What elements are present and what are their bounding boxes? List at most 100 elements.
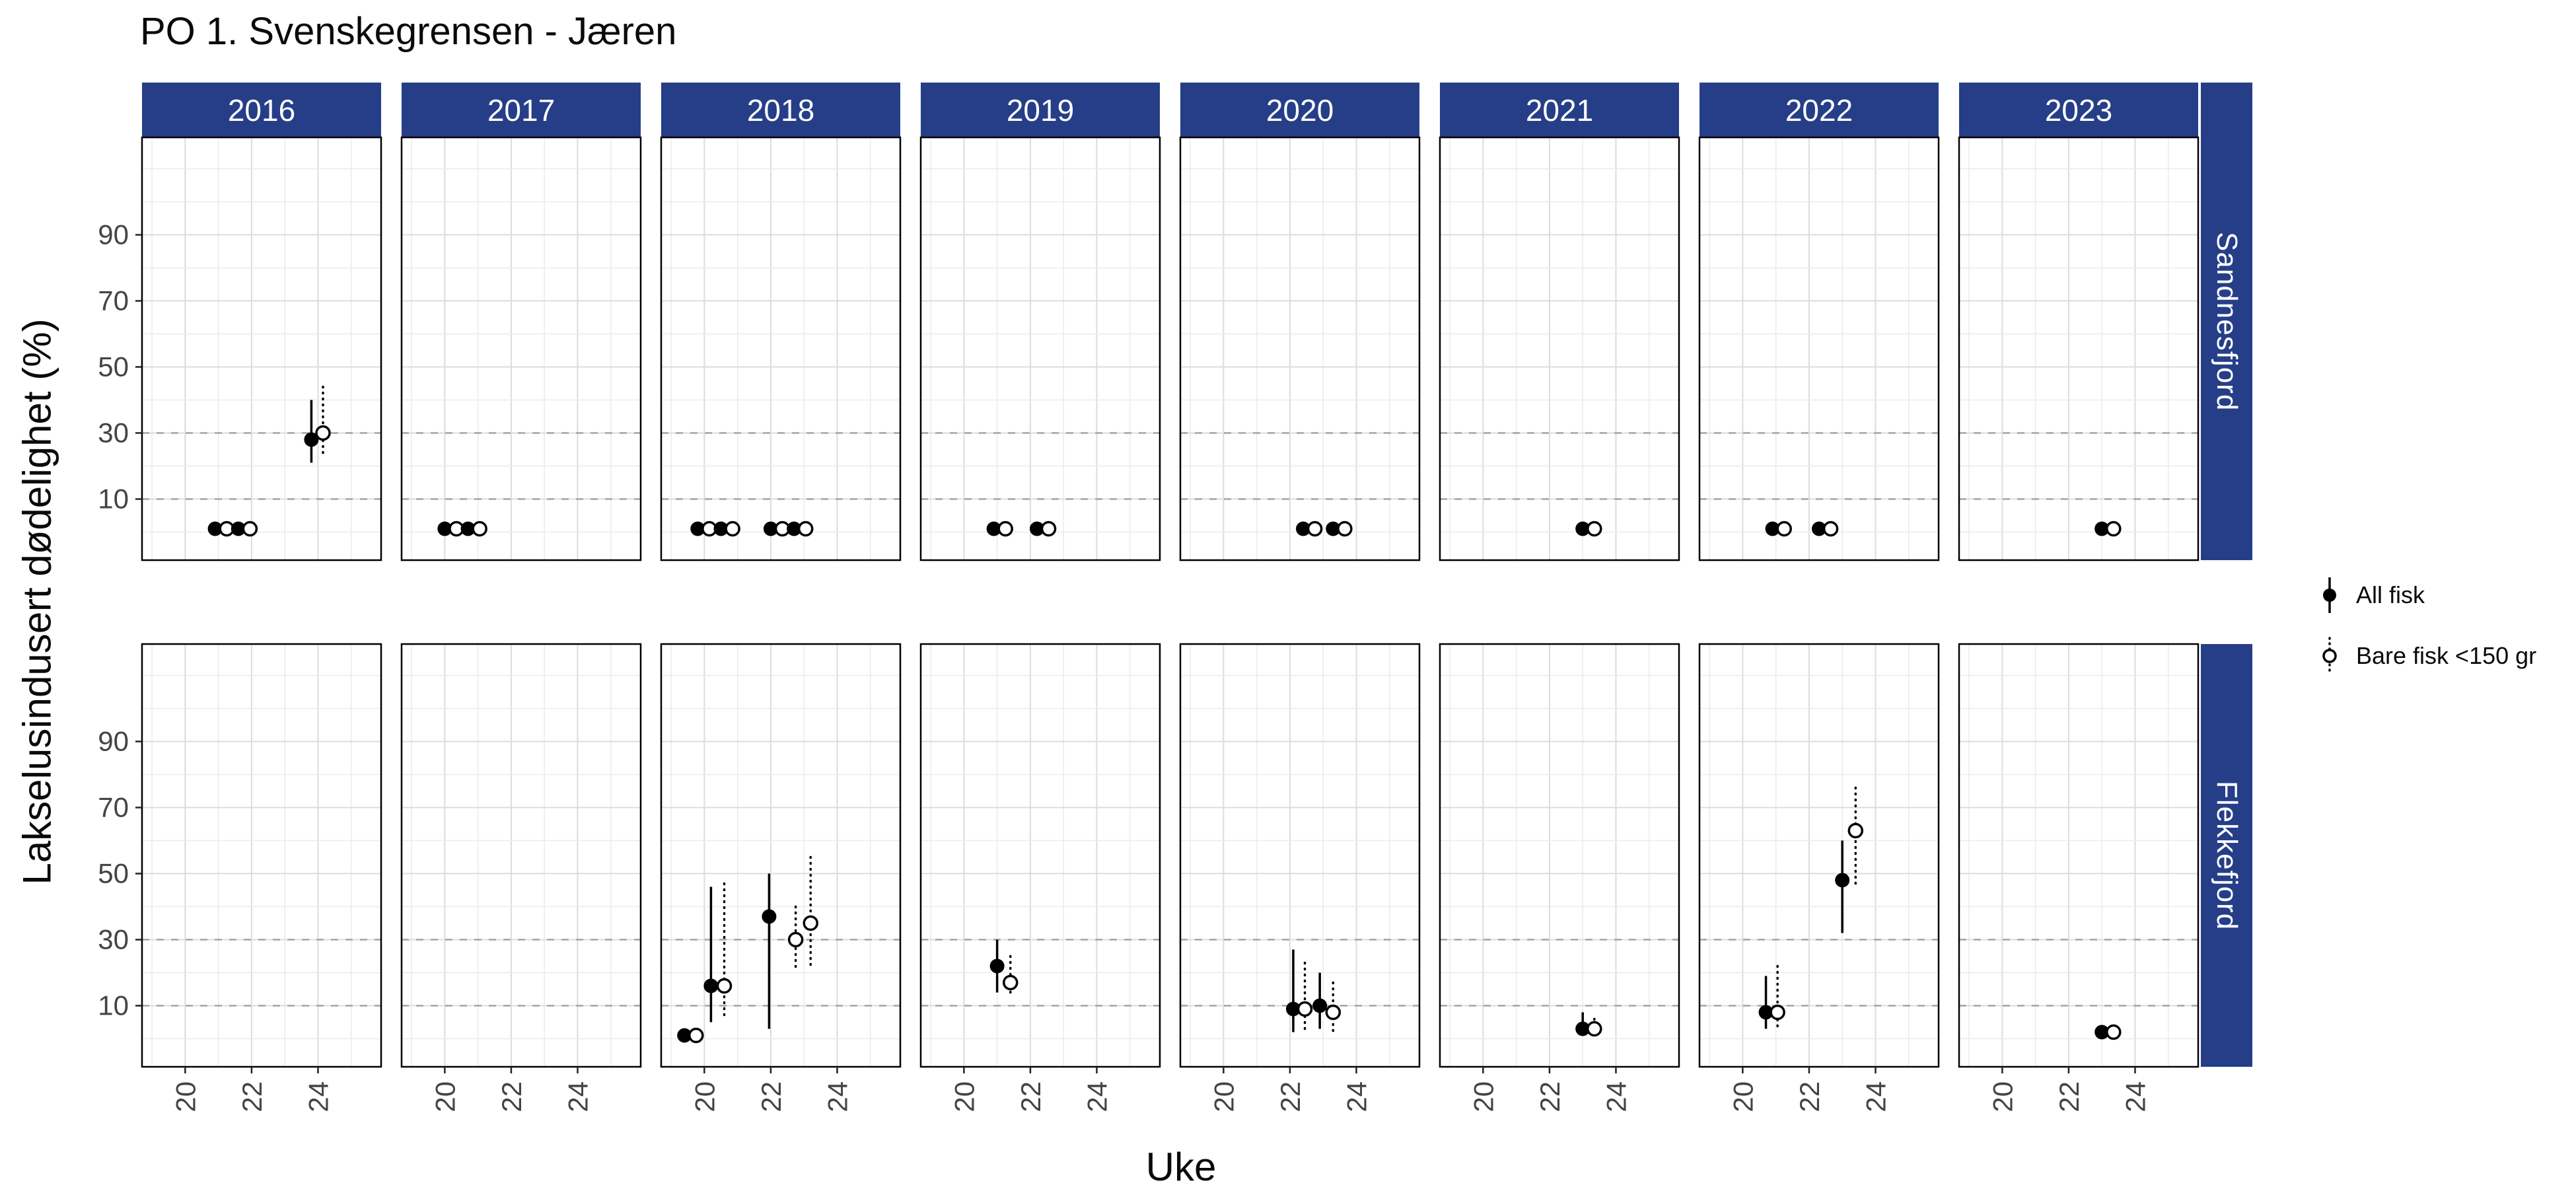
panel-Sandnesfjord-2019 — [919, 136, 1161, 561]
facet-strip-label: 2017 — [487, 92, 555, 127]
x-tick-label: 22 — [1534, 1081, 1565, 1112]
facet-strip-flekkefjord: Flekkefjord — [2201, 644, 2252, 1067]
panel-Sandnesfjord-2022 — [1698, 136, 1940, 561]
facet-strip-2018: 2018 — [661, 83, 900, 137]
pointrange-all — [677, 1028, 692, 1043]
panel-Sandnesfjord-2018 — [660, 136, 902, 561]
pointrange-all — [460, 521, 476, 536]
x-tick-label: 24 — [562, 1081, 593, 1112]
pointrange-small — [2106, 1024, 2122, 1040]
pointrange-small — [242, 521, 258, 537]
facet-strip-sandnesfjord: Sandnesfjord — [2201, 83, 2252, 560]
pointrange-small — [1847, 786, 1864, 885]
pointrange-all — [763, 521, 778, 536]
x-tick-label: 22 — [1275, 1081, 1306, 1112]
pointrange-small — [1003, 955, 1019, 997]
y-tick-label: 10 — [98, 484, 129, 515]
x-tick-label: 20 — [1468, 1081, 1499, 1112]
x-tick-label: 22 — [1015, 1081, 1046, 1112]
panel-Flekkefjord-2020: 20 22 24 — [1179, 643, 1421, 1112]
pointrange-all — [2094, 1025, 2110, 1040]
facet-strip-2022: 2022 — [1699, 83, 1939, 137]
pointrange-all — [1296, 521, 1311, 536]
x-tick-label: 20 — [689, 1081, 720, 1112]
pointrange-all — [304, 400, 319, 463]
legend-label-all-fisk: All fisk — [2356, 581, 2425, 608]
x-tick-label: 22 — [756, 1081, 787, 1112]
x-tick-label: 20 — [1987, 1081, 2018, 1112]
pointrange-small — [315, 385, 331, 454]
facet-strip-label: 2018 — [746, 92, 815, 127]
x-tick-label: 24 — [303, 1081, 334, 1112]
open-pointrange-icon — [2322, 637, 2337, 675]
x-tick-label: 24 — [1081, 1081, 1112, 1112]
x-tick-label: 20 — [170, 1081, 201, 1112]
pointrange-small — [1587, 521, 1602, 537]
pointrange-all — [1812, 521, 1826, 536]
pointrange-small — [1587, 1017, 1602, 1037]
facet-strip-2019: 2019 — [921, 83, 1160, 137]
pointrange-small — [1306, 521, 1323, 537]
pointrange-small — [725, 521, 740, 537]
panel-Sandnesfjord-2020 — [1179, 136, 1421, 561]
y-tick-label: 30 — [98, 924, 129, 955]
pointrange-all — [1312, 972, 1328, 1029]
pointrange-all — [437, 521, 452, 536]
pointrange-all — [2094, 521, 2110, 536]
pointrange-small — [1337, 521, 1353, 537]
facet-strip-2016: 2016 — [142, 83, 381, 137]
facet-strip-label: 2016 — [227, 92, 296, 127]
pointrange-small — [803, 855, 818, 968]
facet-strip-label: 2022 — [1785, 92, 1853, 127]
panel-Flekkefjord-2016: 10 30 50 70 90 20 22 24 — [98, 643, 382, 1112]
pointrange-small — [997, 521, 1013, 537]
panel-Flekkefjord-2023: 20 22 24 — [1958, 643, 2200, 1112]
legend: All fisk Bare fisk <150 gr — [2315, 573, 2536, 678]
pointrange-small — [716, 882, 733, 1021]
pointrange-small — [1297, 961, 1313, 1034]
facet-strip-2021: 2021 — [1440, 83, 1679, 137]
legend-item-all-fisk: All fisk — [2315, 573, 2536, 617]
pointrange-all — [690, 521, 705, 536]
facet-strip-2020: 2020 — [1180, 83, 1419, 137]
y-tick-label: 90 — [98, 219, 129, 250]
y-tick-label: 50 — [98, 351, 129, 382]
x-tick-label: 24 — [1860, 1081, 1891, 1112]
x-tick-label: 22 — [496, 1081, 527, 1112]
panel-Flekkefjord-2018: 20 22 24 — [660, 643, 902, 1112]
pointrange-small — [1770, 964, 1785, 1030]
pointrange-small — [1040, 521, 1057, 537]
pointrange-all — [1575, 1012, 1591, 1036]
panel-Flekkefjord-2017: 20 22 24 — [400, 643, 642, 1112]
pointrange-all — [787, 521, 802, 536]
x-tick-label: 24 — [822, 1081, 853, 1112]
legend-item-bare-fisk: Bare fisk <150 gr — [2315, 634, 2536, 678]
panel-Sandnesfjord-2016: 10 30 50 70 90 — [98, 136, 382, 561]
panel-Flekkefjord-2021: 20 22 24 — [1439, 643, 1680, 1112]
y-axis-title: Lakselusindusert dødelighet (%) — [15, 318, 59, 885]
y-tick-label: 30 — [98, 417, 129, 449]
facet-strip-label: 2023 — [2044, 92, 2113, 127]
pointrange-all — [1765, 521, 1780, 536]
pointrange-all — [1575, 521, 1591, 536]
facet-strip-label: 2019 — [1006, 92, 1075, 127]
pointrange-all — [703, 886, 719, 1023]
panel-Flekkefjord-2022: 20 22 24 — [1698, 643, 1940, 1112]
facet-strip-label: Flekkefjord — [2211, 780, 2243, 931]
panel-Sandnesfjord-2017 — [400, 136, 642, 561]
pointrange-small — [1776, 521, 1792, 537]
x-tick-label: 22 — [236, 1081, 268, 1112]
panel-Flekkefjord-2019: 20 22 24 — [919, 643, 1161, 1112]
panel-Sandnesfjord-2023 — [1958, 136, 2200, 561]
x-tick-label: 24 — [1341, 1081, 1372, 1112]
facet-strip-2017: 2017 — [402, 83, 641, 137]
y-tick-label: 90 — [98, 726, 129, 757]
x-tick-label: 24 — [1600, 1081, 1631, 1112]
facet-strip-label: 2021 — [1525, 92, 1594, 127]
pointrange-small — [787, 905, 804, 971]
y-tick-label: 50 — [98, 858, 129, 889]
x-tick-label: 20 — [429, 1081, 460, 1112]
y-tick-label: 70 — [98, 792, 129, 823]
pointrange-all — [986, 521, 1001, 536]
